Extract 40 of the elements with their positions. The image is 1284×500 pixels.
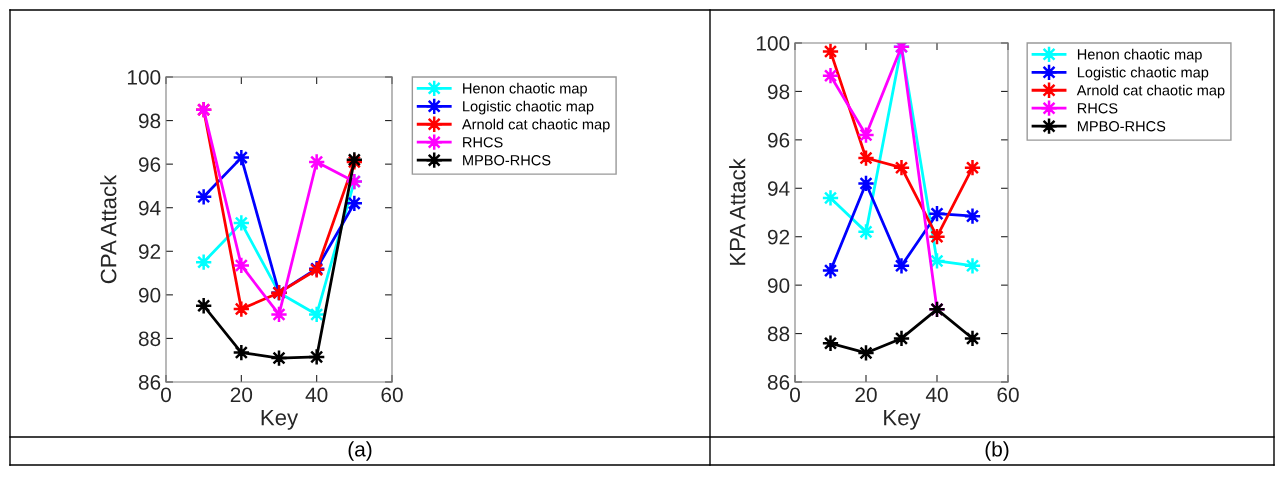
y-tick-label: 92 <box>767 229 790 245</box>
y-tick-label: 100 <box>756 36 790 51</box>
legend-label: RHCS <box>463 137 503 148</box>
legend-label: Henon chaotic map <box>463 82 587 97</box>
legend-label: RHCS <box>1077 103 1118 114</box>
legend-label: Logistic chaotic map <box>463 100 594 115</box>
legend-label: Arnold cat chaotic map <box>1076 84 1225 99</box>
y-tick-label: 92 <box>138 244 161 260</box>
y-tick-label: 94 <box>138 200 161 216</box>
x-tick-label: 40 <box>925 387 948 403</box>
y-tick-label: 86 <box>138 375 161 390</box>
y-tick-label: 96 <box>138 157 161 172</box>
x-axis-title: Key <box>884 409 921 430</box>
y-tick-label: 98 <box>138 113 161 129</box>
y-axis-title: KPA Attack <box>729 158 746 265</box>
y-tick-label: 88 <box>138 331 161 347</box>
x-tick-label: 0 <box>161 387 171 403</box>
legend-label: Henon chaotic map <box>1077 48 1202 63</box>
y-tick-label: 86 <box>767 375 790 390</box>
y-tick-label: 98 <box>767 84 790 100</box>
x-tick-label: 0 <box>790 387 800 403</box>
legend-label: Logistic chaotic map <box>1077 66 1209 81</box>
text: (a) <box>348 441 372 461</box>
legend-label: MPBO-RHCS <box>1077 121 1166 132</box>
y-tick-label: 90 <box>767 278 790 293</box>
y-axis-title: CPA Attack <box>100 174 117 284</box>
y-tick-label: 90 <box>138 287 161 303</box>
x-tick-label: 60 <box>381 387 403 403</box>
y-tick-label: 94 <box>767 181 790 197</box>
x-tick-label: 20 <box>230 387 253 403</box>
x-tick-label: 20 <box>855 387 877 403</box>
x-tick-label: 40 <box>305 387 328 403</box>
legend-label: MPBO-RHCS <box>463 155 551 166</box>
x-axis-title: Key <box>261 409 299 430</box>
y-tick-label: 88 <box>767 326 790 342</box>
legend-label: Arnold cat chaotic map <box>461 118 610 133</box>
y-tick-label: 96 <box>767 132 790 148</box>
x-tick-label: 60 <box>997 387 1019 403</box>
text: (b) <box>985 441 1009 461</box>
y-tick-label: 100 <box>127 70 161 85</box>
